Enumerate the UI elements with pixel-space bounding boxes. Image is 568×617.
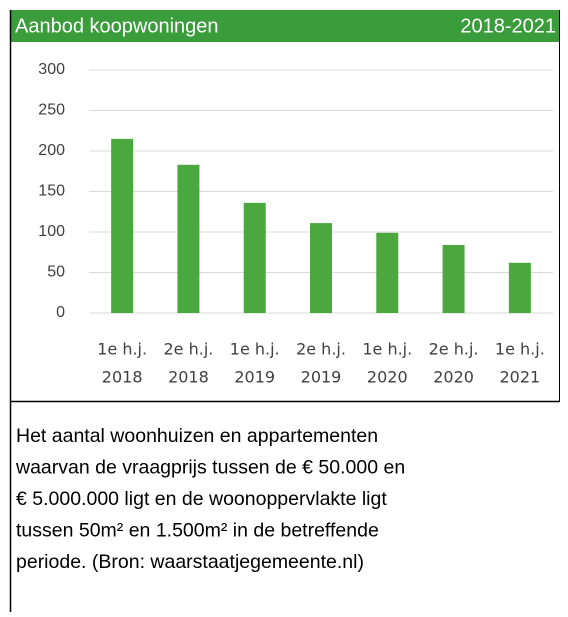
- x-tick-label: 2e h.j.: [163, 340, 213, 359]
- header-bar: [10, 10, 560, 42]
- bar: [177, 164, 200, 313]
- x-tick-label: 2e h.j.: [429, 340, 479, 359]
- description-line: Het aantal woonhuizen en appartementen: [16, 425, 378, 447]
- chart-subtitle: 2018-2021: [460, 15, 556, 37]
- description-line: periode. (Bron: waarstaatjegemeente.nl): [16, 551, 364, 573]
- y-tick-label: 250: [38, 102, 65, 119]
- bar: [243, 202, 266, 313]
- x-tick-label: 1e h.j.: [97, 340, 147, 359]
- x-tick-label: 2018: [168, 368, 209, 387]
- x-tick-label: 1e h.j.: [362, 340, 412, 359]
- y-tick-label: 0: [56, 304, 65, 321]
- y-tick-label: 150: [38, 183, 65, 200]
- x-tick-label: 2021: [499, 368, 540, 387]
- description-line: waarvan de vraagprijs tussen de € 50.000…: [15, 457, 405, 479]
- y-tick-label: 100: [38, 223, 65, 240]
- x-tick-label: 1e h.j.: [230, 340, 280, 359]
- x-tick-label: 2e h.j.: [296, 340, 346, 359]
- description-line: tussen 50m² en 1.500m² in de betreffende: [16, 520, 379, 542]
- x-tick-label: 2018: [102, 368, 143, 387]
- bar: [508, 262, 531, 313]
- bar: [442, 244, 465, 313]
- bar: [310, 223, 332, 313]
- x-tick-label: 1e h.j.: [495, 340, 545, 359]
- bar: [111, 138, 134, 313]
- x-tick-label: 2019: [234, 368, 275, 387]
- chart-title: Aanbod koopwoningen: [15, 15, 219, 37]
- x-tick-label: 2020: [433, 368, 474, 387]
- x-tick-label: 2019: [301, 368, 342, 387]
- x-tick-label: 2020: [367, 368, 408, 387]
- y-tick-label: 200: [38, 142, 65, 159]
- bar: [376, 232, 399, 313]
- y-tick-label: 300: [38, 61, 65, 78]
- description-line: € 5.000.000 ligt en de woonoppervlakte l…: [16, 488, 387, 510]
- y-tick-label: 50: [47, 264, 65, 281]
